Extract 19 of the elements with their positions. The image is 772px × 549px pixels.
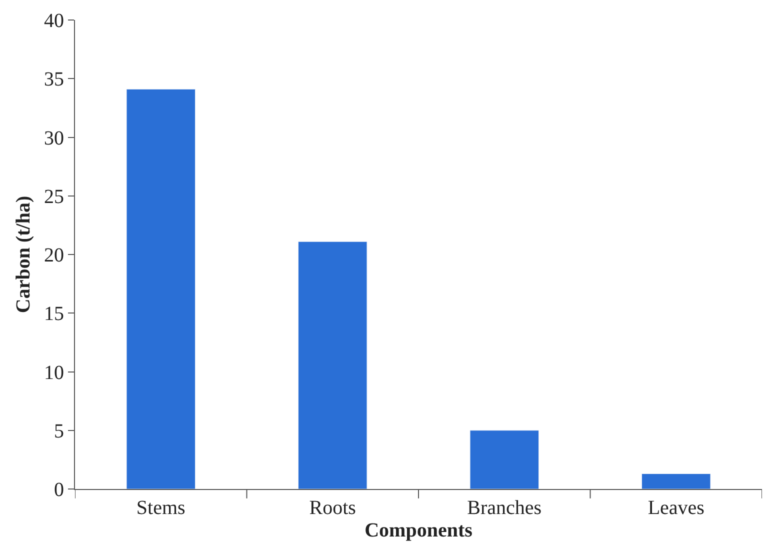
x-tick-label: Stems xyxy=(136,497,186,519)
y-tick-label: 25 xyxy=(44,186,64,208)
y-tick-label: 40 xyxy=(44,10,64,32)
y-tick-label: 15 xyxy=(44,303,64,326)
y-tick-label: 35 xyxy=(44,68,64,91)
x-tick-label: Branches xyxy=(467,497,542,519)
bar xyxy=(126,88,196,489)
bar xyxy=(298,241,368,489)
bar xyxy=(642,474,711,489)
y-tick-label: 20 xyxy=(44,244,64,266)
x-axis-title: Components xyxy=(364,520,473,542)
y-tick-label: 10 xyxy=(44,362,64,384)
y-tick-label: 0 xyxy=(54,479,64,501)
y-axis-title: Carbon (t/ha) xyxy=(12,196,34,314)
y-tick-label: 5 xyxy=(54,420,64,442)
bar xyxy=(470,430,539,489)
y-tick-label: 30 xyxy=(44,127,64,150)
x-tick-label: Leaves xyxy=(648,497,705,519)
x-tick-label: Roots xyxy=(309,497,356,519)
